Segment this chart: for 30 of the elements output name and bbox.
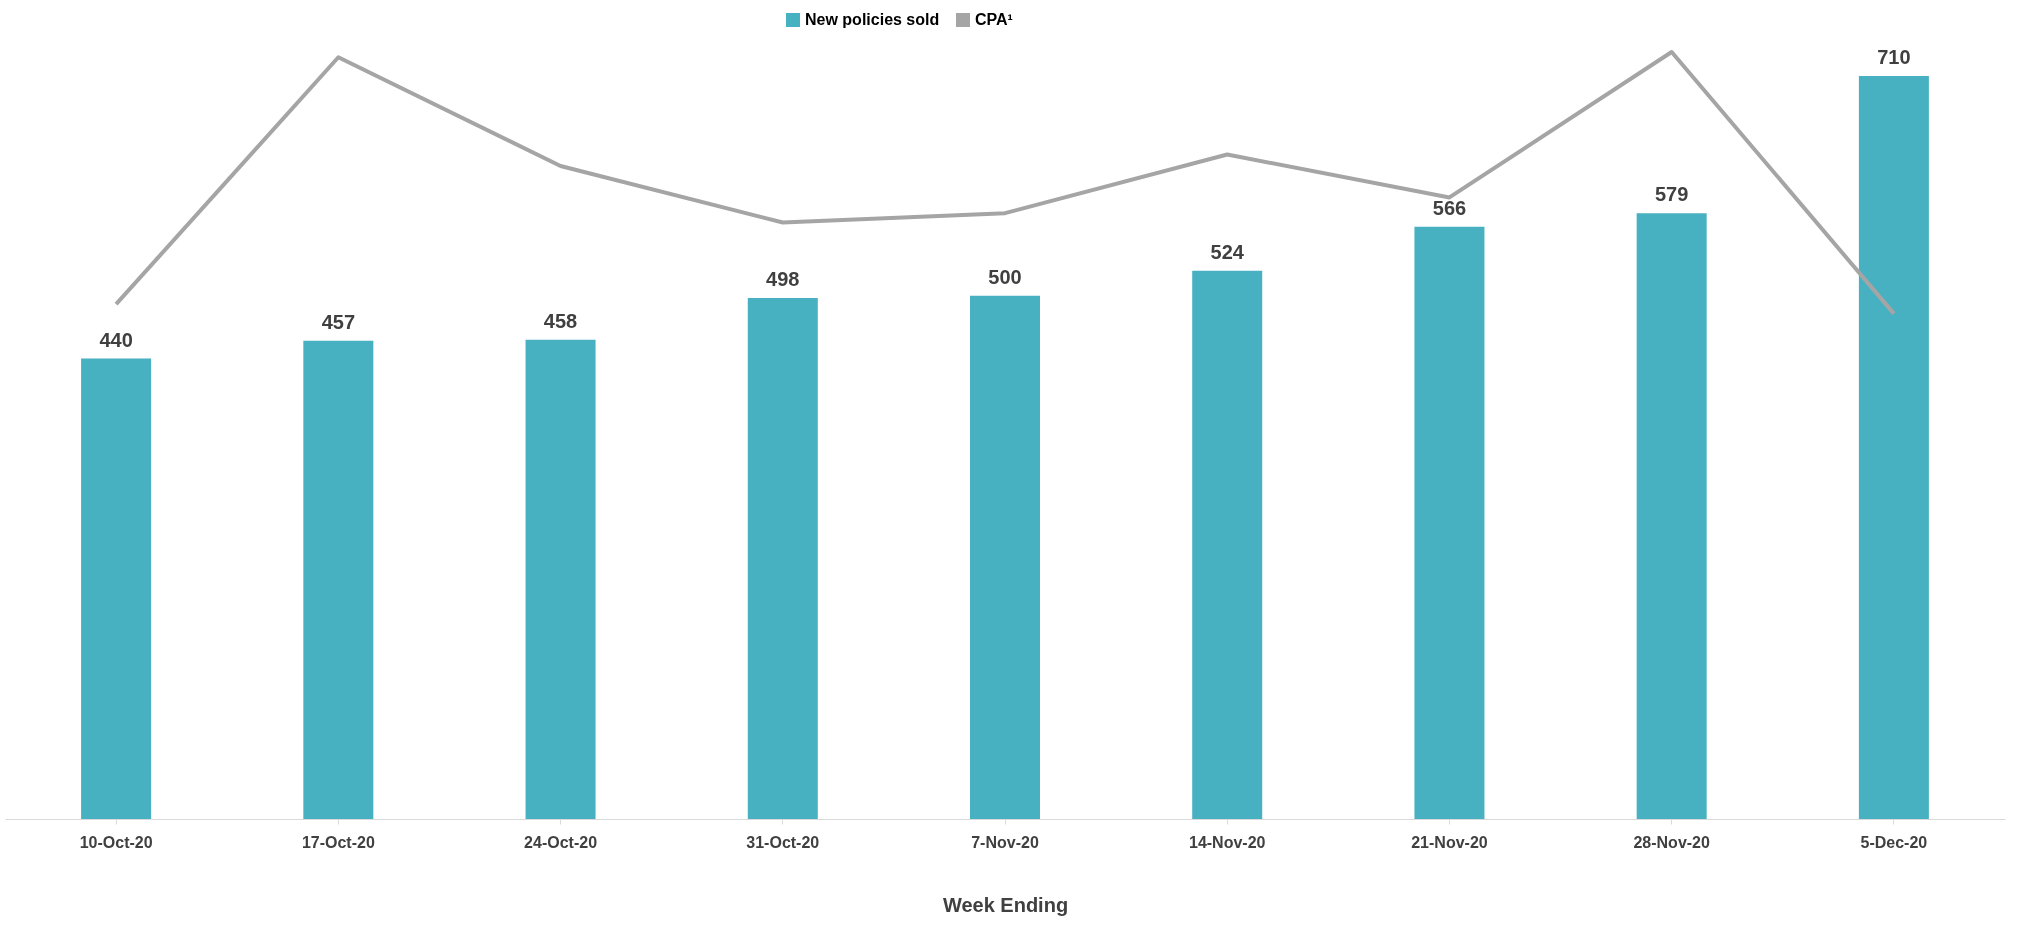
legend-label: CPA¹ (975, 11, 1013, 28)
x-tick-label: 5-Dec-20 (1860, 833, 1928, 851)
x-tick-label: 28-Nov-20 (1633, 833, 1710, 851)
bar (81, 358, 152, 819)
bar (970, 295, 1040, 819)
data-label: 524 (1210, 240, 1245, 263)
x-tick-label: 10-Oct-20 (79, 833, 153, 851)
bar (1192, 270, 1263, 819)
bar (303, 340, 374, 819)
bar (747, 297, 818, 819)
x-tick-label: 31-Oct-20 (746, 833, 820, 851)
data-label: 458 (543, 309, 578, 332)
x-tick-label: 17-Oct-20 (301, 833, 375, 851)
legend-label: New policies sold (805, 11, 940, 28)
x-axis-title: Week Ending (942, 893, 1069, 916)
data-label: 710 (1877, 46, 1911, 69)
x-tick-label: 21-Nov-20 (1411, 833, 1488, 851)
data-label: 566 (1432, 196, 1467, 219)
data-label: 498 (766, 267, 800, 290)
data-label: 440 (99, 328, 133, 351)
bar (1414, 226, 1485, 819)
x-tick-label: 14-Nov-20 (1188, 833, 1266, 851)
bar (1858, 76, 1929, 819)
bar (525, 339, 596, 819)
x-tick-label: 24-Oct-20 (524, 833, 598, 851)
bar (1636, 213, 1707, 819)
data-label: 500 (988, 265, 1022, 288)
data-label: 579 (1654, 183, 1689, 206)
data-label: 457 (321, 310, 356, 333)
x-tick-label: 7-Nov-20 (971, 833, 1039, 851)
